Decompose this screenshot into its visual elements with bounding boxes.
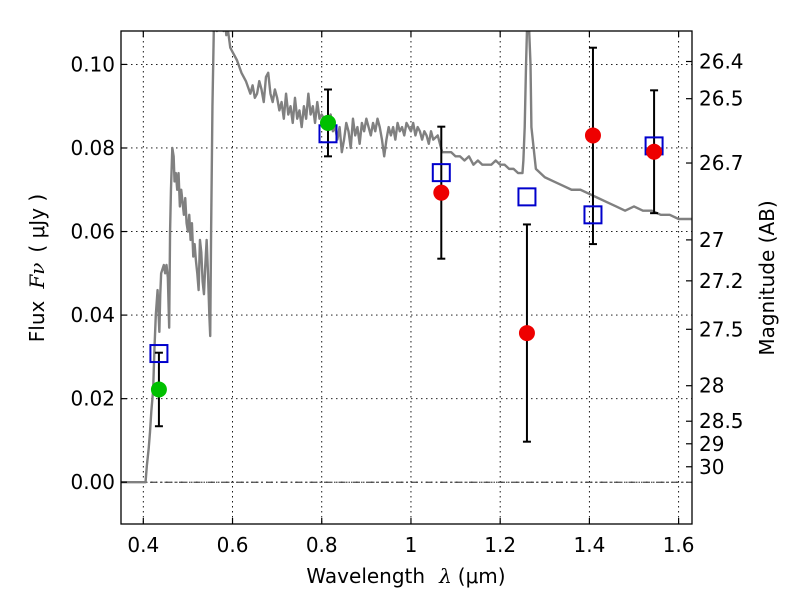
mag-tick-label: 28.5 <box>699 409 744 433</box>
model-photometry-box <box>431 163 451 183</box>
observed-point-red <box>584 127 601 144</box>
model-photometry-box <box>149 344 169 364</box>
model-sed-layer <box>121 31 692 484</box>
errorbars <box>154 46 659 443</box>
x-tick-label: 0.6 <box>217 533 249 557</box>
y2-axis-label: Magnitude (AB) <box>755 200 779 355</box>
mag-tick-label: 27.2 <box>699 269 744 293</box>
x-tick-label: 1.6 <box>663 533 695 557</box>
y-axis-label: FluxFν( μJy ) <box>25 194 49 342</box>
observed-point-green <box>319 114 336 131</box>
x-tick-label: 1.2 <box>484 533 516 557</box>
y-tick-label: 0.02 <box>70 387 115 411</box>
model-photometry-boxes <box>149 124 664 364</box>
y-tick-label: 0.10 <box>70 52 115 76</box>
y-tick-label: 0.04 <box>70 303 115 327</box>
y-tick-label: 0.06 <box>70 220 115 244</box>
observed-point-green <box>150 381 167 398</box>
mag-tick-label: 26.4 <box>699 49 744 73</box>
x-axis-label: Wavelength λ (μm) <box>306 564 505 588</box>
x-tick-label: 0.8 <box>306 533 338 557</box>
mag-tick-label: 27.5 <box>699 317 744 341</box>
model-sed-line <box>121 31 692 484</box>
mag-tick-label: 27 <box>699 228 724 252</box>
mag-tick-label: 26.5 <box>699 87 744 111</box>
model-photometry-box <box>517 187 537 207</box>
mag-tick-label: 26.7 <box>699 151 744 175</box>
observed-point-red <box>646 143 663 160</box>
mag-tick-label: 28 <box>699 374 724 398</box>
y-tick-label: 0.00 <box>70 470 115 494</box>
mag-tick-label: 29 <box>699 432 724 456</box>
x-tick-label: 1 <box>405 533 418 557</box>
observed-point-red <box>518 325 535 342</box>
observed-point-red <box>433 184 450 201</box>
x-tick-label: 1.4 <box>573 533 605 557</box>
x-tick-label: 0.4 <box>127 533 159 557</box>
grid-lines <box>121 31 692 524</box>
plot-frame <box>120 30 693 525</box>
model-photometry-box <box>583 205 603 225</box>
mag-tick-label: 30 <box>699 455 724 479</box>
y-tick-label: 0.08 <box>70 136 115 160</box>
axis-ticks: 0.4 0.6 0.8 1 1.2 1.4 1.6 0.00 0.02 0.04 0.06 0.08 0… <box>70 31 744 557</box>
observed-points <box>150 114 663 398</box>
